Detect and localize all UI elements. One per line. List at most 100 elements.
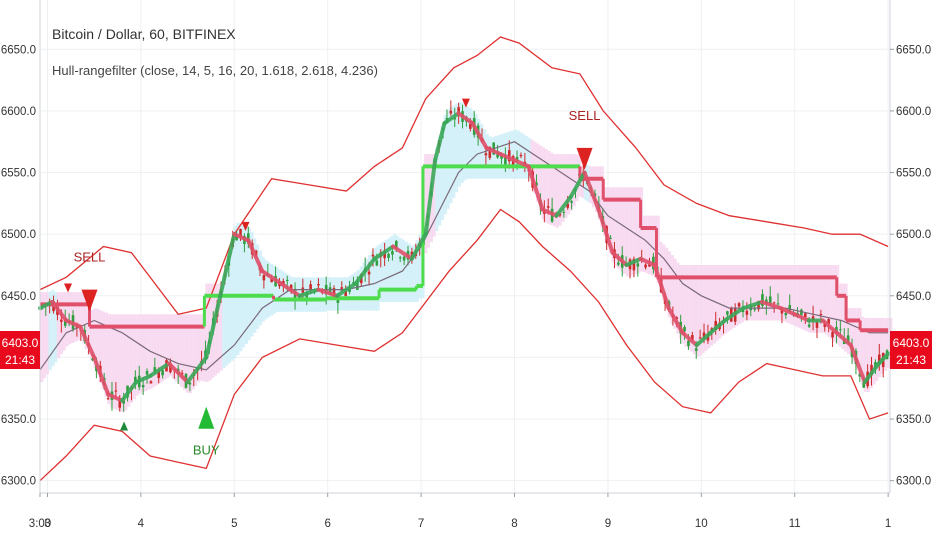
cloud-segment (791, 265, 795, 325)
hull-segment (106, 392, 125, 403)
hull-segment (120, 380, 139, 403)
cloud-segment (855, 308, 859, 370)
cloud-segment (625, 187, 630, 277)
cloud-segment (676, 262, 680, 334)
cloud-segment (118, 314, 122, 412)
hull-segment (498, 152, 517, 163)
candle-body (484, 153, 488, 156)
cloud-segment (692, 265, 697, 355)
candle-body (371, 254, 375, 257)
hull-segment (582, 170, 601, 212)
cloud-segment (482, 129, 487, 179)
cloud-segment (875, 318, 879, 381)
cloud-segment (706, 265, 711, 349)
candle-body (285, 279, 289, 281)
cloud-segment (435, 147, 439, 232)
cloud-segment (317, 277, 321, 312)
sell-signal-label: SELL (74, 250, 106, 265)
signal-markers: SELL BUY SELL (64, 98, 600, 458)
cloud-segment (157, 314, 162, 384)
cloud-segment (620, 187, 624, 272)
candle-body (636, 263, 640, 267)
cloud-segment (678, 265, 683, 339)
cloud-segment (289, 276, 293, 312)
candle-body (157, 370, 161, 379)
cloud-segment (782, 265, 786, 322)
cloud-segment (622, 187, 627, 274)
cloud-segment (51, 290, 55, 367)
candle-body (632, 258, 636, 271)
lower-band-line (39, 208, 889, 482)
cloud-segment (84, 292, 89, 350)
cloud-segment (880, 318, 885, 374)
cloud-segment (479, 124, 484, 179)
bands (39, 36, 889, 482)
hull-segment (680, 330, 699, 348)
cloud-segment (247, 227, 251, 341)
candle-body (336, 297, 340, 303)
cloud-segment (48, 291, 52, 371)
cloud-segment (468, 108, 473, 179)
cloud-segment (404, 241, 408, 302)
cloud-segment (866, 318, 870, 392)
cloud-segment (650, 215, 655, 276)
cloud-segment (457, 101, 461, 187)
cloud-segment (555, 154, 559, 228)
cloud-segment (793, 265, 798, 327)
cloud-segment (757, 265, 761, 321)
candle-body (687, 340, 690, 347)
cloud-segment (267, 261, 271, 318)
cloud-segment (816, 265, 820, 333)
cloud-segment (477, 119, 481, 179)
cloud-segment (704, 265, 708, 351)
cloud-segment (367, 255, 372, 311)
cloud-segment (527, 138, 531, 179)
cloud-segment (379, 243, 383, 302)
cloud-segment (524, 136, 529, 179)
cloud-segment (580, 166, 585, 198)
candle-body (780, 308, 784, 314)
hull-segment (862, 361, 881, 385)
cloud-segment (82, 292, 86, 343)
cloud-segment (667, 251, 672, 318)
sell-signal-arrow (576, 147, 593, 170)
y-tick-label-right: 6650.0 (896, 44, 931, 56)
cloud-segment (202, 314, 206, 382)
cloud-segment (491, 137, 495, 179)
cloud-segment (135, 314, 139, 396)
candle-body (694, 348, 698, 351)
cloud-segment (869, 318, 873, 389)
cloud-segment (463, 104, 467, 181)
cloud-segment (409, 245, 414, 302)
cloud-segment (628, 187, 632, 277)
cloud-segment (847, 308, 851, 355)
cloud-segment (281, 271, 285, 312)
candle-body (141, 384, 145, 388)
cloud-segment (513, 129, 517, 179)
hull-segment (232, 232, 251, 243)
cloud-segment (594, 166, 599, 212)
cloud-segment (634, 187, 638, 274)
cloud-segment (821, 265, 826, 333)
cloud-segment (835, 265, 840, 345)
cloud-segment (569, 154, 573, 211)
cloud-segment (541, 147, 545, 219)
candle-body (161, 370, 164, 376)
cloud-segment (838, 283, 842, 347)
cloud-segment (423, 154, 428, 254)
hull-segment (554, 195, 573, 218)
cloud-segment (718, 265, 722, 339)
x-tick-label: 3 (44, 518, 50, 530)
y-tick-label-right: 6600.0 (896, 106, 931, 118)
cloud-segment (799, 265, 803, 329)
cloud-segment (56, 292, 61, 359)
hull-segment (185, 355, 209, 385)
cloud-segment (751, 265, 756, 321)
cloud-segment (398, 237, 403, 302)
cloud-segment (101, 311, 105, 390)
cloud-segment (777, 265, 781, 321)
cloud-segment (213, 283, 218, 376)
candle-body (153, 367, 157, 373)
candle-body (453, 117, 457, 120)
